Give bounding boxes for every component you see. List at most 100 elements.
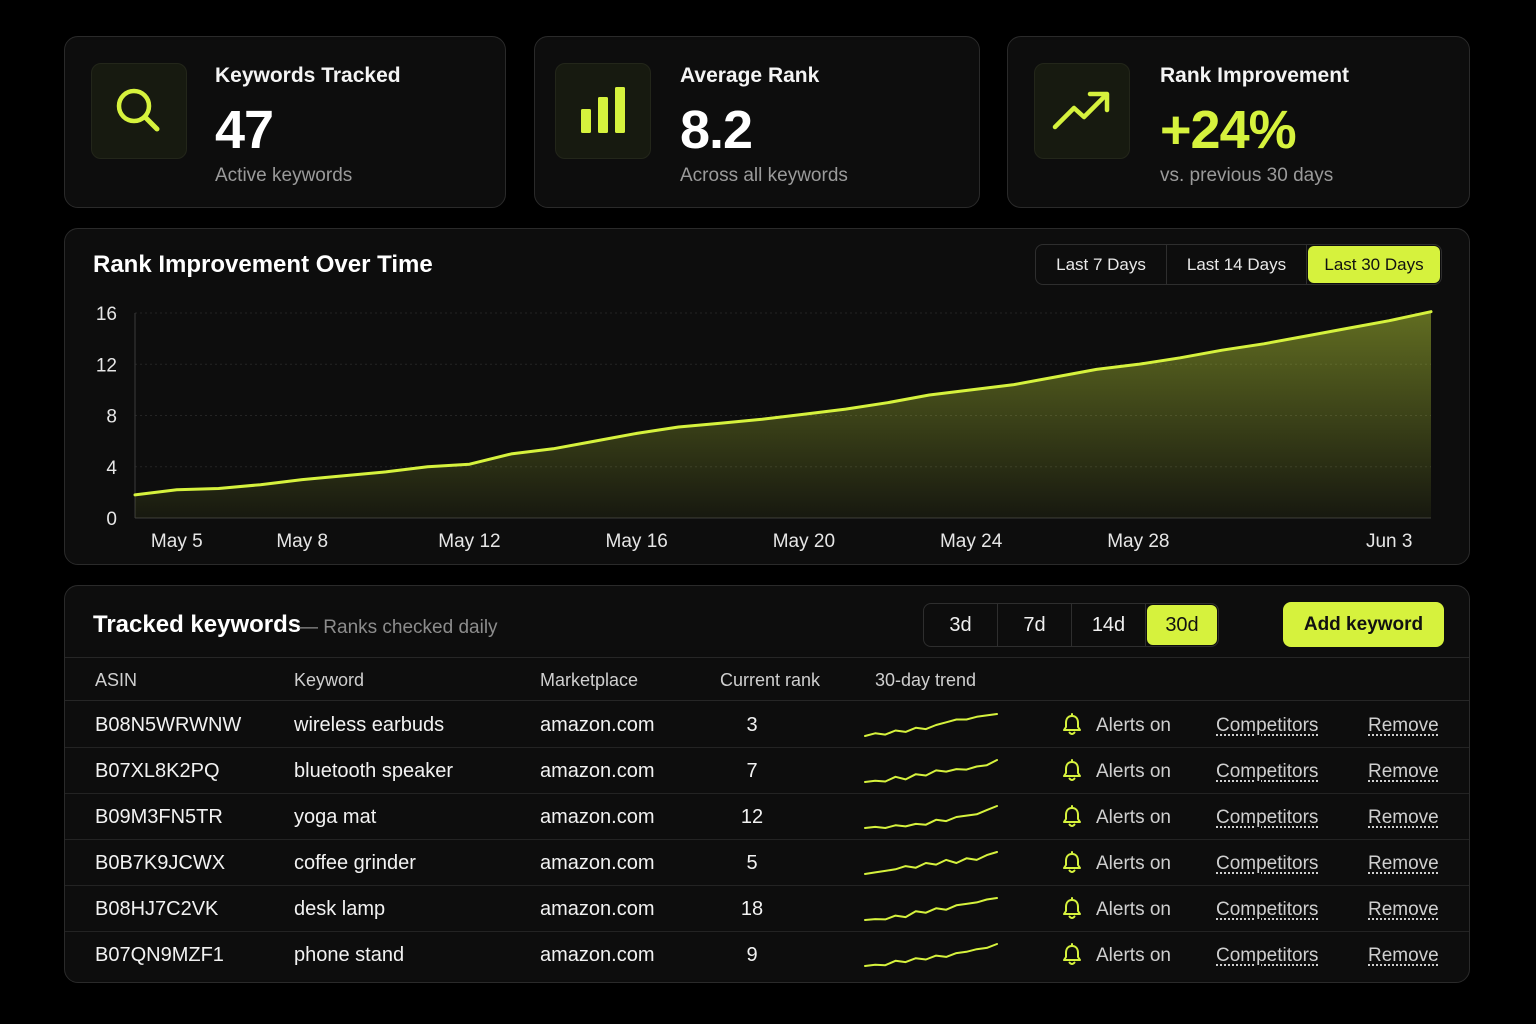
stat-title: Rank Improvement [1160, 64, 1350, 87]
rank-chart-card: 0 4 8 12 16 May 5 May 8 May 12 May 16 May 20 May 2… [64, 228, 1470, 565]
column-header-current-rank: Current rank [720, 670, 821, 690]
x-tick-label: May 16 [606, 531, 668, 552]
search-icon [116, 88, 160, 132]
stat-title: Keywords Tracked [215, 64, 401, 87]
remove-link[interactable]: Remove [1368, 899, 1439, 920]
column-header-trend: 30-day trend [875, 670, 977, 690]
stat-icon-box [555, 63, 651, 159]
competitors-link[interactable]: Competitors [1216, 715, 1319, 736]
range-last-7-days-button[interactable]: Last 7 Days [1036, 245, 1167, 284]
period-selector: 3d 7d 14d 30d [923, 603, 1219, 647]
y-tick-label: 4 [106, 458, 117, 479]
add-keyword-button[interactable]: Add keyword [1283, 602, 1444, 647]
keyword-cell: bluetooth speaker [294, 760, 454, 782]
y-tick-label: 12 [96, 355, 117, 376]
trend-sparkline [864, 759, 998, 783]
period-7d-button[interactable]: 7d [998, 604, 1072, 646]
y-tick-label: 8 [106, 407, 117, 428]
stat-subtitle: Across all keywords [680, 165, 848, 186]
x-tick-label: Jun 3 [1366, 531, 1412, 552]
stat-card-keywords-tracked: Keywords Tracked 47 Active keywords [64, 36, 506, 208]
current-rank-cell: 12 [740, 806, 764, 828]
stat-value: 47 [215, 100, 274, 160]
asin-cell: B07QN9MZF1 [95, 944, 224, 966]
asin-cell: B07XL8K2PQ [95, 760, 220, 782]
chart-title: Rank Improvement Over Time [93, 251, 433, 278]
marketplace-cell: amazon.com [540, 760, 655, 782]
stat-value: +24% [1160, 100, 1297, 160]
stat-card-rank-improvement: Rank Improvement +24% vs. previous 30 da… [1007, 36, 1470, 208]
bell-icon[interactable] [1061, 943, 1083, 967]
x-tick-label: May 5 [151, 531, 203, 552]
remove-link[interactable]: Remove [1368, 853, 1439, 874]
series-line [133, 310, 1433, 497]
column-header-keyword: Keyword [294, 670, 365, 690]
bell-icon[interactable] [1061, 897, 1083, 921]
alerts-status: Alerts on [1096, 853, 1171, 874]
alerts-status: Alerts on [1096, 945, 1171, 966]
range-last-14-days-button[interactable]: Last 14 Days [1167, 245, 1307, 284]
competitors-link[interactable]: Competitors [1216, 945, 1319, 966]
current-rank-cell: 7 [746, 760, 758, 782]
current-rank-cell: 3 [746, 714, 758, 736]
table-header: ASIN Keyword Marketplace Current rank 30… [65, 657, 1469, 701]
remove-link[interactable]: Remove [1368, 715, 1439, 736]
period-3d-button[interactable]: 3d [924, 604, 998, 646]
stat-icon-box [91, 63, 187, 159]
stat-subtitle: vs. previous 30 days [1160, 165, 1334, 186]
trend-line [864, 759, 998, 783]
y-tick-label: 0 [106, 509, 117, 530]
competitors-link[interactable]: Competitors [1216, 761, 1319, 782]
table-subtitle: — Ranks checked daily [299, 617, 498, 638]
table-row: B07QN9MZF1 phone stand amazon.com 9 Alerts o… [65, 932, 1469, 978]
trend-line [864, 943, 998, 967]
trend-sparkline [864, 851, 998, 875]
rank-improvement-chart: 0 4 8 12 16 May 5 May 8 May 12 May 16 May 20 May 2… [96, 304, 1433, 552]
current-rank-cell: 5 [746, 852, 758, 874]
period-30d-button[interactable]: 30d [1147, 605, 1217, 645]
trend-sparkline [864, 943, 998, 967]
keyword-cell: desk lamp [294, 898, 386, 920]
bell-icon[interactable] [1061, 759, 1083, 783]
trend-line [864, 897, 998, 921]
trend-line [864, 805, 998, 829]
asin-cell: B08N5WRWNW [95, 714, 242, 736]
trend-line [864, 851, 998, 875]
stat-icon-box [1034, 63, 1130, 159]
table-row: B08N5WRWNW wireless earbuds amazon.com 3 Ale… [65, 702, 1469, 748]
alerts-status: Alerts on [1096, 761, 1171, 782]
trend-sparkline [864, 897, 998, 921]
remove-link[interactable]: Remove [1368, 761, 1439, 782]
current-rank-cell: 9 [746, 944, 758, 966]
alerts-status: Alerts on [1096, 899, 1171, 920]
x-tick-label: May 12 [438, 531, 500, 552]
marketplace-cell: amazon.com [540, 714, 655, 736]
alerts-status: Alerts on [1096, 807, 1171, 828]
competitors-link[interactable]: Competitors [1216, 807, 1319, 828]
keyword-cell: coffee grinder [294, 852, 416, 874]
marketplace-cell: amazon.com [540, 806, 655, 828]
period-14d-button[interactable]: 14d [1072, 604, 1146, 646]
competitors-link[interactable]: Competitors [1216, 853, 1319, 874]
bar-chart-icon [581, 87, 625, 133]
stat-value: 8.2 [680, 100, 753, 160]
trend-line [864, 713, 998, 737]
trending-up-icon [1052, 91, 1110, 130]
remove-link[interactable]: Remove [1368, 945, 1439, 966]
bell-icon[interactable] [1061, 805, 1083, 829]
remove-link[interactable]: Remove [1368, 807, 1439, 828]
range-last-30-days-button[interactable]: Last 30 Days [1308, 246, 1440, 283]
column-header-marketplace: Marketplace [540, 670, 639, 690]
marketplace-cell: amazon.com [540, 852, 655, 874]
table-title: Tracked keywords [93, 611, 302, 638]
keyword-cell: wireless earbuds [294, 714, 445, 736]
bell-icon[interactable] [1061, 713, 1083, 737]
asin-cell: B0B7K9JCWX [95, 852, 226, 874]
marketplace-cell: amazon.com [540, 898, 655, 920]
bell-icon[interactable] [1061, 851, 1083, 875]
x-tick-label: May 20 [773, 531, 835, 552]
alerts-status: Alerts on [1096, 715, 1171, 736]
competitors-link[interactable]: Competitors [1216, 899, 1319, 920]
asin-cell: B08HJ7C2VK [95, 898, 219, 920]
current-rank-cell: 18 [740, 898, 764, 920]
